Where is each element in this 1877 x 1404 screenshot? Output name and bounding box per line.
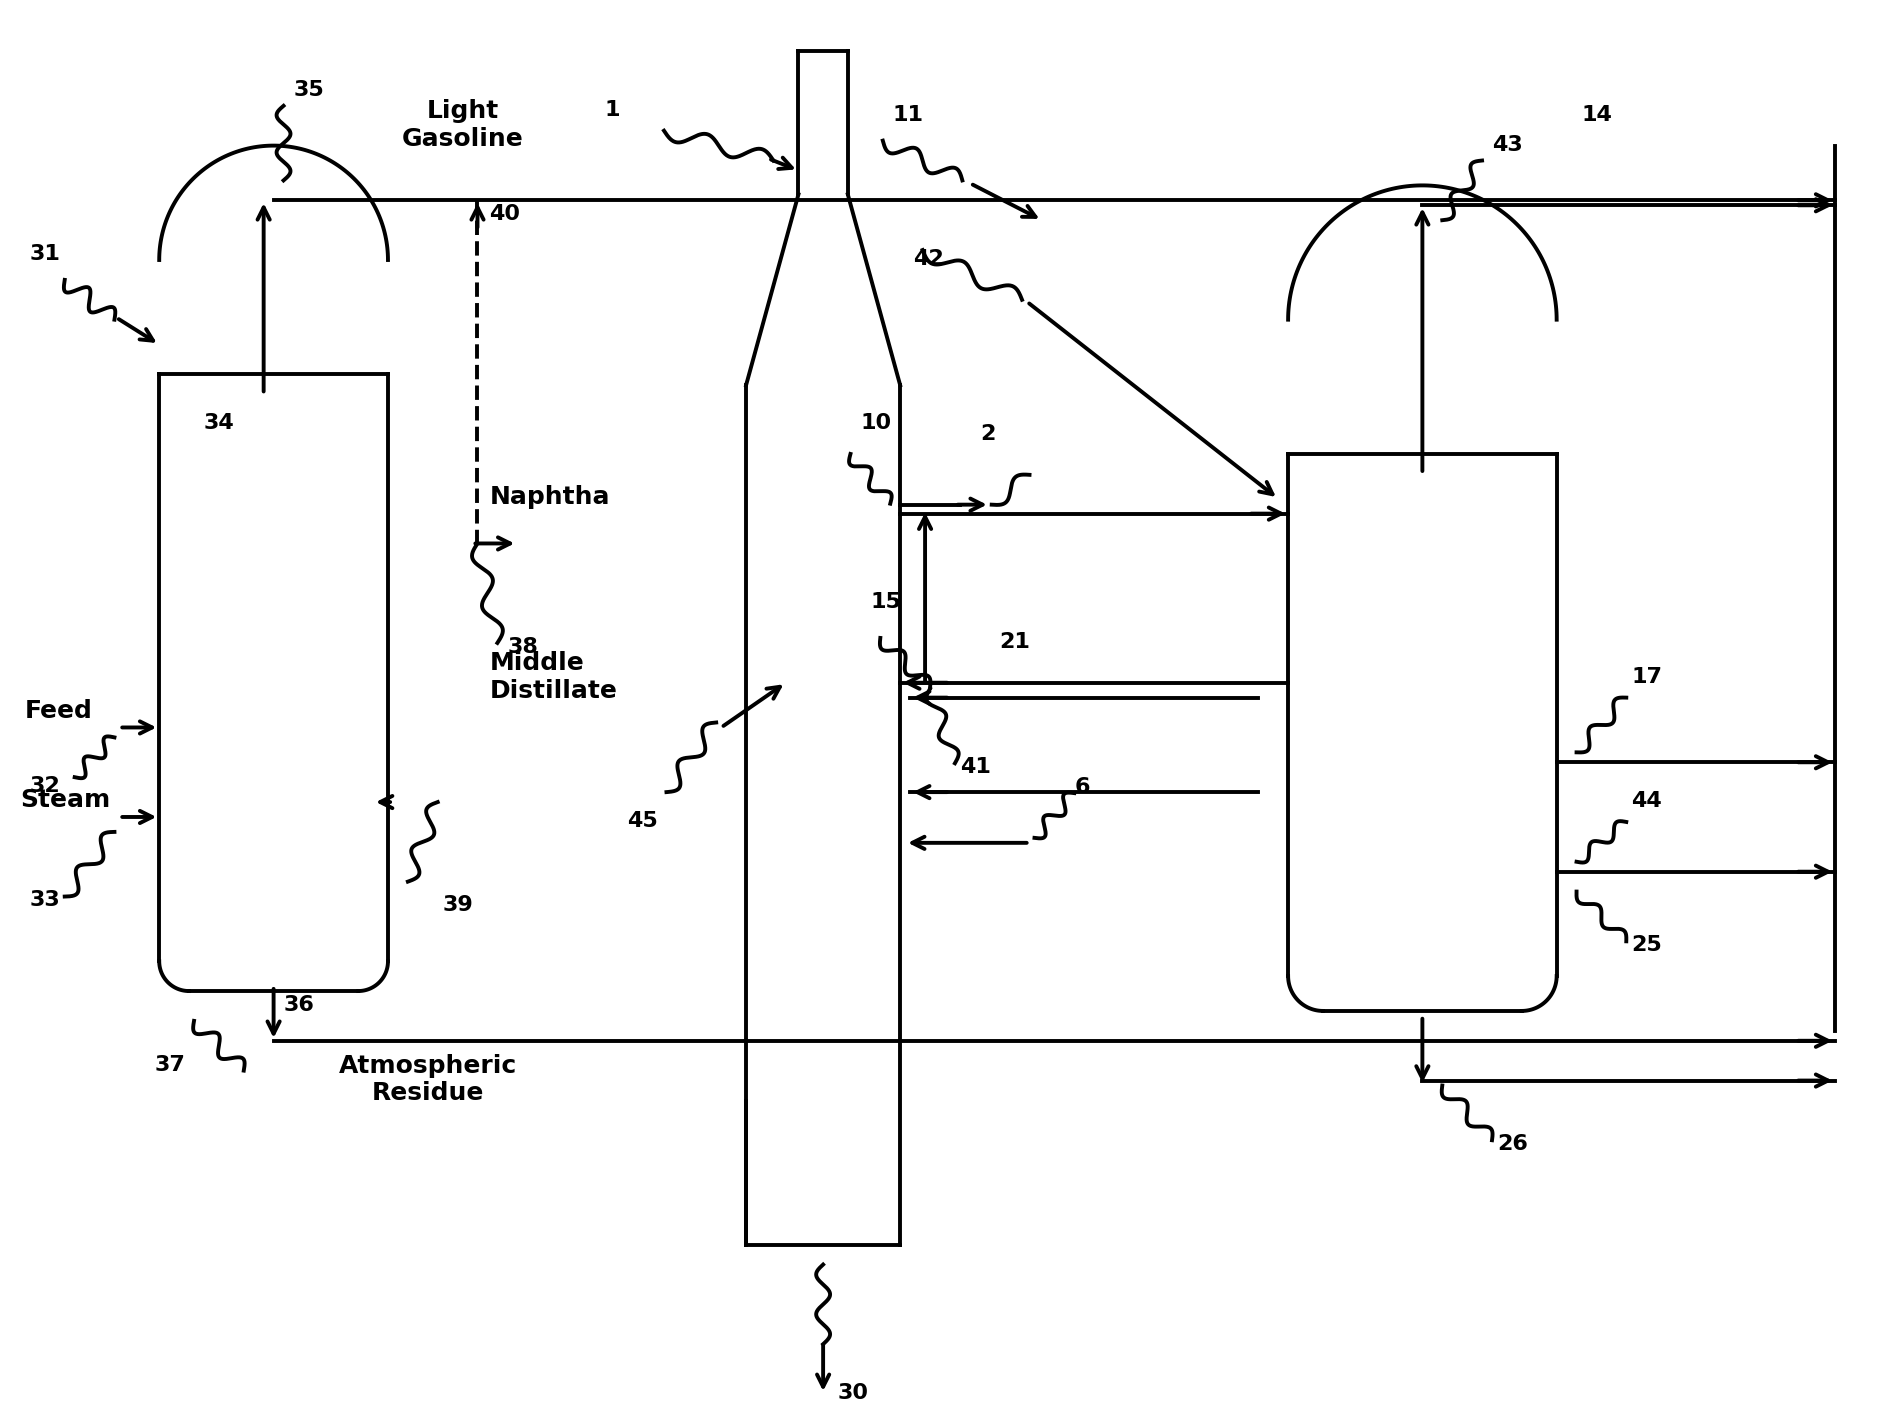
Text: Steam: Steam	[21, 788, 111, 812]
Text: 43: 43	[1492, 135, 1522, 154]
Text: 30: 30	[837, 1383, 869, 1403]
Text: 35: 35	[293, 80, 325, 100]
Text: Feed: Feed	[24, 699, 92, 723]
Text: Naphtha: Naphtha	[490, 484, 610, 508]
Text: 44: 44	[1631, 790, 1661, 812]
Text: 21: 21	[1000, 632, 1030, 651]
Text: 32: 32	[30, 776, 60, 796]
Text: 14: 14	[1582, 105, 1612, 125]
Text: 37: 37	[154, 1054, 186, 1074]
Text: 39: 39	[443, 896, 473, 915]
Text: 41: 41	[959, 757, 991, 778]
Text: 34: 34	[205, 413, 235, 432]
Text: 11: 11	[893, 105, 923, 125]
Text: 1: 1	[604, 100, 619, 119]
Text: 10: 10	[860, 413, 892, 432]
Text: 42: 42	[912, 249, 944, 270]
Text: 33: 33	[30, 890, 60, 911]
Text: 15: 15	[871, 592, 901, 612]
Text: 2: 2	[980, 424, 995, 444]
Text: 31: 31	[30, 244, 60, 264]
Text: 40: 40	[490, 204, 520, 225]
Text: 26: 26	[1498, 1134, 1528, 1154]
Text: 45: 45	[627, 812, 657, 831]
Text: 38: 38	[507, 637, 539, 657]
Text: 6: 6	[1074, 776, 1091, 797]
Text: Light
Gasoline: Light Gasoline	[402, 98, 524, 150]
Text: Atmospheric
Residue: Atmospheric Residue	[338, 1053, 516, 1105]
Text: Middle
Distillate: Middle Distillate	[490, 651, 618, 702]
Text: 36: 36	[283, 995, 315, 1015]
Text: 25: 25	[1631, 935, 1661, 955]
Text: 17: 17	[1631, 667, 1663, 687]
